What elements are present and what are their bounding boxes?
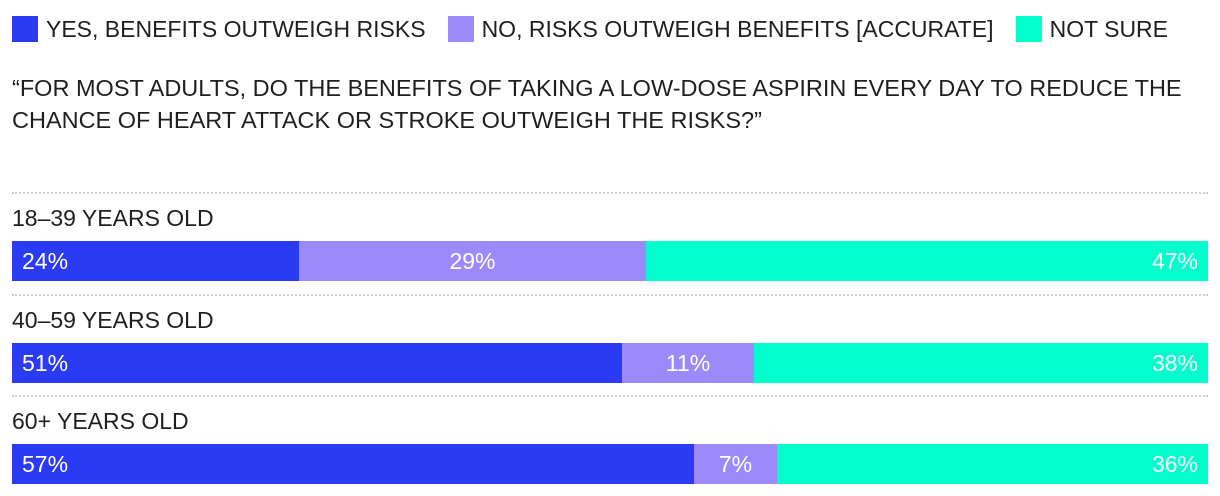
stacked-bar: 51% 11% 38% (12, 342, 1208, 383)
chart-question-title: “FOR MOST ADULTS, DO THE BENEFITS OF TAK… (12, 75, 1182, 133)
bar-segment: 38% (754, 342, 1208, 383)
row-divider (12, 293, 1208, 296)
row-divider (12, 192, 1208, 194)
bar-segment: 7% (694, 444, 777, 484)
data-label: 57% (22, 451, 69, 477)
stacked-bar: 57% 7% 36% (12, 444, 1208, 484)
data-label: 7% (718, 451, 753, 477)
category-label: 40–59 YEARS OLD (12, 306, 214, 333)
bar-segment: 36% (777, 444, 1208, 484)
bar-segment: 57% (12, 444, 694, 484)
bar-segment: 24% (12, 241, 299, 281)
category-label: 60+ YEARS OLD (12, 408, 189, 434)
legend-label: NO, RISKS OUTWEIGH BENEFITS [ACCURATE] (481, 15, 994, 42)
legend-item: NOT SURE (1015, 15, 1169, 43)
legend-label: NOT SURE (1049, 15, 1169, 42)
legend-item: YES, BENEFITS OUTWEIGH RISKS (12, 16, 426, 43)
data-label: 47% (1151, 248, 1198, 274)
data-label: 38% (1151, 349, 1198, 376)
legend-label: YES, BENEFITS OUTWEIGH RISKS (46, 15, 426, 42)
bar-segment: 29% (299, 241, 646, 281)
stacked-bar: 24% 29% 47% (12, 241, 1208, 281)
bar-segment: 51% (12, 342, 622, 383)
bar-segment: 47% (646, 241, 1208, 281)
data-label: 11% (665, 349, 711, 376)
data-label: 51% (22, 349, 69, 376)
legend-swatch (12, 16, 38, 42)
bar-segment: 11% (622, 342, 754, 383)
data-label: 24% (22, 248, 69, 274)
chart-legend: YES, BENEFITS OUTWEIGH RISKS NO, RISKS OU… (12, 14, 1190, 44)
data-label: 29% (449, 248, 496, 274)
row-divider (12, 395, 1208, 397)
data-label: 36% (1151, 451, 1198, 477)
legend-item: NO, RISKS OUTWEIGH BENEFITS [ACCURATE] (447, 15, 994, 43)
legend-swatch (1015, 16, 1042, 42)
category-label: 18–39 YEARS OLD (12, 205, 214, 231)
legend-swatch (447, 16, 474, 42)
